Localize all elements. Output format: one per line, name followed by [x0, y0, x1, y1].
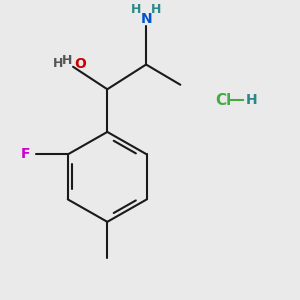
- Text: H: H: [52, 57, 63, 70]
- Text: F: F: [20, 147, 30, 161]
- Text: O: O: [74, 57, 86, 71]
- Text: H: H: [61, 54, 72, 67]
- Text: H: H: [130, 3, 141, 16]
- Text: H: H: [151, 3, 162, 16]
- Text: Cl: Cl: [215, 92, 231, 107]
- Text: H: H: [246, 93, 257, 107]
- Text: N: N: [140, 12, 152, 26]
